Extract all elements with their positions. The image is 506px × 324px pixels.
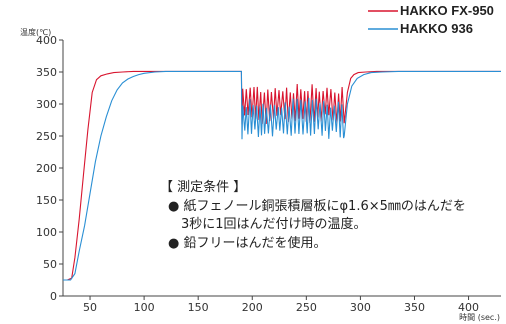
y-tick-label: 350 bbox=[36, 66, 57, 79]
y-tick-label: 250 bbox=[36, 130, 57, 143]
note-line-3: 鉛フリーはんだを使用。 bbox=[183, 235, 327, 251]
note-line-2: 3秒に1回はんだ付け時の温度。 bbox=[181, 217, 367, 232]
x-tick-label: 50 bbox=[83, 301, 97, 314]
x-tick-label: 100 bbox=[134, 301, 155, 314]
y-tick-label: 0 bbox=[50, 290, 57, 303]
y-ticks: 0 50 100 150 200 250 300 350 400 bbox=[36, 34, 63, 303]
y-tick-label: 50 bbox=[43, 258, 57, 271]
note-line-1: 紙フェノール銅張積層板にφ1.6×5㎜のはんだを bbox=[183, 198, 466, 214]
x-tick-label: 250 bbox=[296, 301, 317, 314]
y-tick-label: 150 bbox=[36, 194, 57, 207]
legend-label-fx950: HAKKO FX-950 bbox=[400, 3, 494, 18]
bullet-icon: ● bbox=[168, 198, 180, 214]
series-line-936 bbox=[63, 70, 501, 281]
x-ticks: 50 100 150 200 250 300 350 400 bbox=[83, 296, 479, 314]
note-item-2: ● 鉛フリーはんだを使用。 bbox=[160, 235, 466, 254]
chart-legend: HAKKO FX-950 HAKKO 936 bbox=[368, 3, 494, 36]
note-item-1: ● 紙フェノール銅張積層板にφ1.6×5㎜のはんだを bbox=[160, 198, 466, 217]
series-line-fx950 bbox=[63, 70, 501, 281]
y-tick-label: 200 bbox=[36, 162, 57, 175]
plot-area bbox=[63, 70, 501, 281]
x-tick-label: 400 bbox=[458, 301, 479, 314]
y-tick-label: 400 bbox=[36, 34, 57, 47]
x-tick-label: 300 bbox=[350, 301, 371, 314]
y-axis-title: 温度(℃) bbox=[20, 27, 51, 37]
x-tick-label: 350 bbox=[404, 301, 425, 314]
y-tick-label: 300 bbox=[36, 98, 57, 111]
y-tick-label: 100 bbox=[36, 226, 57, 239]
bullet-icon: ● bbox=[168, 235, 180, 251]
note-title: 【 測定条件 】 bbox=[160, 180, 247, 195]
x-axis-title: 時間 (sec.) bbox=[459, 313, 500, 322]
x-tick-label: 150 bbox=[188, 301, 209, 314]
x-tick-label: 200 bbox=[242, 301, 263, 314]
legend-label-936: HAKKO 936 bbox=[400, 21, 473, 36]
measurement-conditions-note: 【 測定条件 】 ● 紙フェノール銅張積層板にφ1.6×5㎜のはんだを 3秒に1… bbox=[160, 179, 466, 253]
